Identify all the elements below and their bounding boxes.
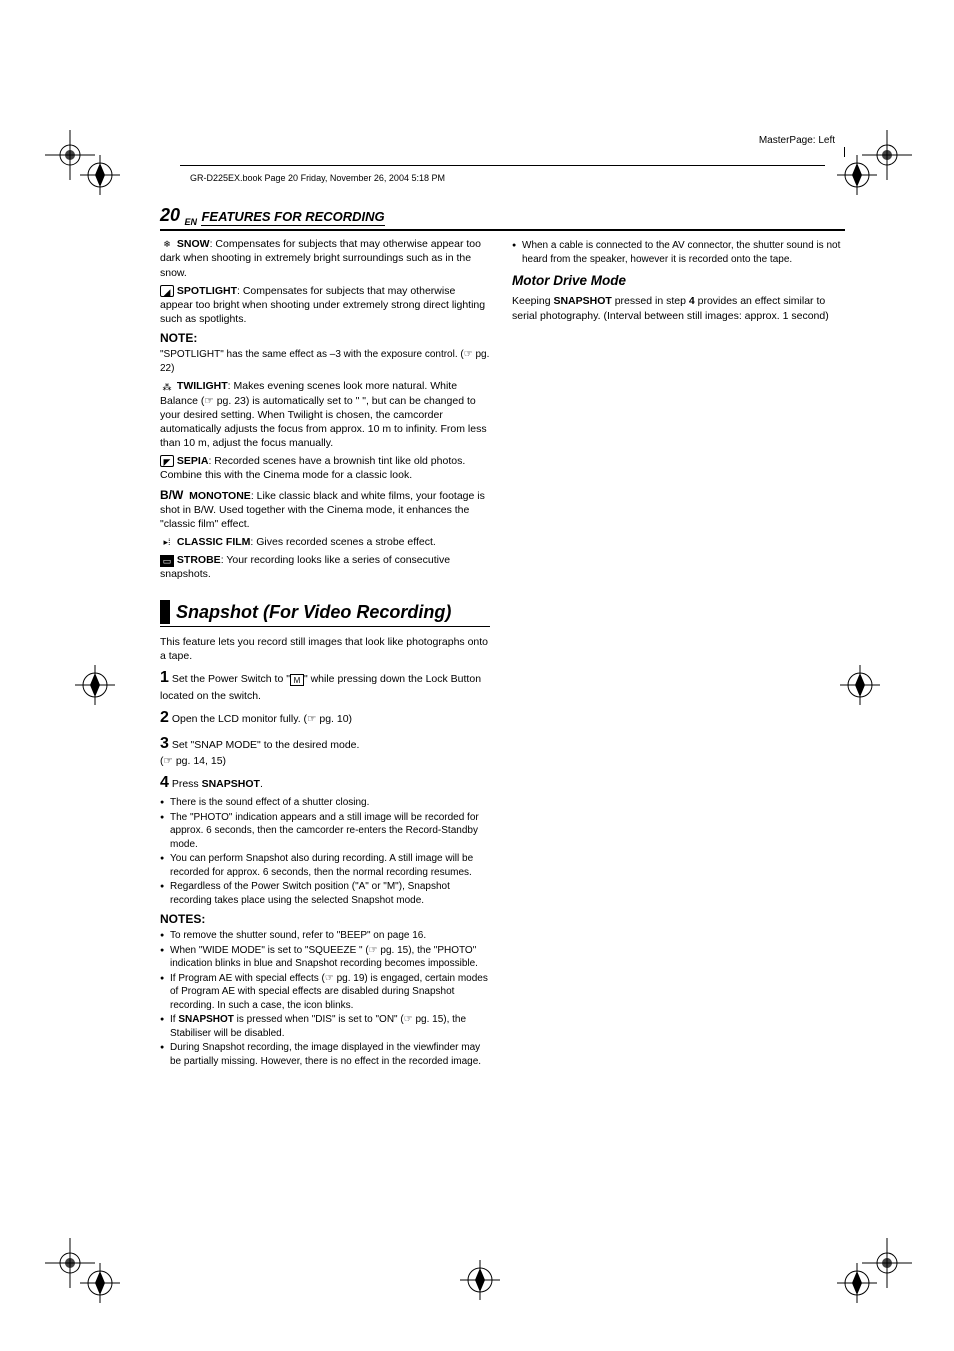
monotone-label: MONOTONE xyxy=(189,490,251,502)
feature-underline xyxy=(160,626,490,627)
list-item: The "PHOTO" indication appears and a sti… xyxy=(160,811,490,852)
header-rule-vertical xyxy=(844,147,845,157)
list-item: To remove the shutter sound, refer to "B… xyxy=(160,929,490,943)
mode-spotlight: ◢ SPOTLIGHT: Compensates for subjects th… xyxy=(160,284,490,327)
motor-drive-heading: Motor Drive Mode xyxy=(512,272,842,290)
list-item: During Snapshot recording, the image dis… xyxy=(160,1041,490,1068)
reg-mark-ml xyxy=(70,660,120,710)
step-3-ref: (☞ pg. 14, 15) xyxy=(160,754,490,768)
step4-num: 4 xyxy=(160,774,169,791)
step2-text: Open the LCD monitor fully. (☞ pg. 10) xyxy=(172,713,352,725)
feature-title: Snapshot (For Video Recording) xyxy=(160,600,490,624)
mode-twilight: ⁂ TWILIGHT: Makes evening scenes look mo… xyxy=(160,379,490,450)
step3-num: 3 xyxy=(160,735,169,752)
list-item: You can perform Snapshot also during rec… xyxy=(160,852,490,879)
mdm-a: Keeping xyxy=(512,295,553,307)
twilight-label: TWILIGHT xyxy=(177,380,228,392)
step-2: 2 Open the LCD monitor fully. (☞ pg. 10) xyxy=(160,707,490,729)
strobe-icon: ▭ xyxy=(160,555,174,567)
left-column: ❄ SNOW: Compensates for subjects that ma… xyxy=(160,237,490,1072)
mode-classic: ▸⁞ CLASSIC FILM: Gives recorded scenes a… xyxy=(160,535,490,549)
list-item: When a cable is connected to the AV conn… xyxy=(512,239,842,266)
motor-drive-body: Keeping SNAPSHOT pressed in step 4 provi… xyxy=(512,294,842,322)
mode-monotone: B/W MONOTONE: Like classic black and whi… xyxy=(160,487,490,532)
mode-sepia: ◤ SEPIA: Recorded scenes have a brownish… xyxy=(160,454,490,482)
step4-bold: SNAPSHOT xyxy=(202,778,260,790)
reg-mark-tl2 xyxy=(75,150,125,200)
step2-num: 2 xyxy=(160,709,169,726)
mode-strobe: ▭ STROBE: Your recording looks like a se… xyxy=(160,553,490,581)
reg-mark-br2 xyxy=(832,1258,882,1308)
sepia-label: SEPIA xyxy=(177,455,209,467)
page-number: 20 xyxy=(160,205,180,226)
step1-text-a: Set the Power Switch to " xyxy=(172,673,290,685)
mdm-c: pressed in step xyxy=(612,295,689,307)
spotlight-label: SPOTLIGHT xyxy=(177,285,237,297)
master-page-label: MasterPage: Left xyxy=(759,135,835,146)
snow-icon: ❄ xyxy=(160,238,174,250)
reg-mark-tr2 xyxy=(832,150,882,200)
step-4: 4 Press SNAPSHOT. xyxy=(160,772,490,794)
feature-intro: This feature lets you record still image… xyxy=(160,635,490,663)
step3-text: Set "SNAP MODE" to the desired mode. xyxy=(172,739,360,751)
snapshot-bold: SNAPSHOT xyxy=(178,1014,234,1025)
mdm-b: SNAPSHOT xyxy=(553,295,611,307)
section-title: FEATURES FOR RECORDING xyxy=(201,209,384,226)
bw-icon: B/W xyxy=(160,488,183,502)
classic-label: CLASSIC FILM xyxy=(177,536,251,548)
list-item: If Program AE with special effects (☞ pg… xyxy=(160,972,490,1013)
notes-list: To remove the shutter sound, refer to "B… xyxy=(160,929,490,1068)
step-1: 1 Set the Power Switch to "M" while pres… xyxy=(160,667,490,703)
strobe-label: STROBE xyxy=(177,554,221,566)
step-3: 3 Set "SNAP MODE" to the desired mode. xyxy=(160,733,490,755)
sepia-icon: ◤ xyxy=(160,455,174,467)
list-item: If SNAPSHOT is pressed when "DIS" is set… xyxy=(160,1013,490,1040)
m-mode-icon: M xyxy=(290,674,304,686)
list-item: There is the sound effect of a shutter c… xyxy=(160,796,490,810)
reg-mark-bl2 xyxy=(75,1258,125,1308)
note-body: "SPOTLIGHT" has the same effect as –3 wi… xyxy=(160,348,490,375)
page-header: 20 EN FEATURES FOR RECORDING xyxy=(160,205,845,231)
book-header: GR-D225EX.book Page 20 Friday, November … xyxy=(190,173,445,183)
mode-snow: ❄ SNOW: Compensates for subjects that ma… xyxy=(160,237,490,280)
list-item: Regardless of the Power Switch position … xyxy=(160,880,490,907)
header-rule-horizontal xyxy=(180,165,825,166)
step4-text-b: . xyxy=(260,778,263,790)
step4-bullets: There is the sound effect of a shutter c… xyxy=(160,796,490,907)
twilight-icon: ⁂ xyxy=(160,381,174,393)
right-top-bullet: When a cable is connected to the AV conn… xyxy=(512,239,842,266)
note-heading: NOTE: xyxy=(160,330,490,346)
snow-label: SNOW xyxy=(177,238,210,250)
notes-heading: NOTES: xyxy=(160,911,490,927)
spotlight-icon: ◢ xyxy=(160,285,174,297)
step1-num: 1 xyxy=(160,669,169,686)
classic-text: : Gives recorded scenes a strobe effect. xyxy=(250,536,435,548)
right-column: When a cable is connected to the AV conn… xyxy=(512,237,842,1072)
step4-text-a: Press xyxy=(172,778,202,790)
lang-label: EN xyxy=(184,217,197,227)
reg-mark-bc xyxy=(455,1255,505,1305)
classic-film-icon: ▸⁞ xyxy=(160,536,174,548)
list-item: When "WIDE MODE" is set to "SQUEEZE " (☞… xyxy=(160,944,490,971)
